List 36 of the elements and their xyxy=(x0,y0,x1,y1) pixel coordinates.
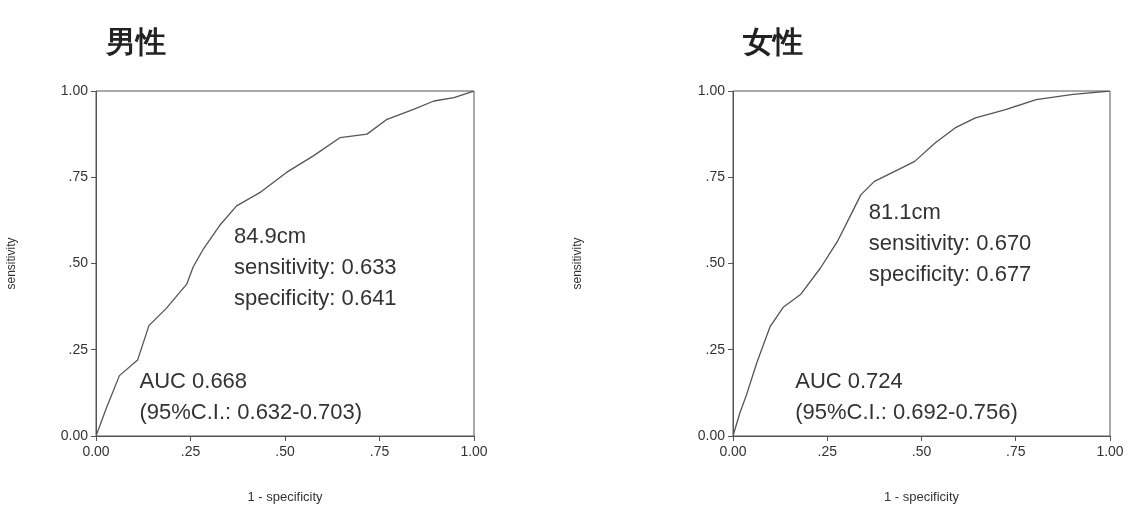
x-tick-label: .25 xyxy=(180,443,201,460)
y-tick-label: .25 xyxy=(705,340,726,357)
x-tick-label: 1.00 xyxy=(1096,443,1124,460)
y-tick-label: .50 xyxy=(68,254,89,271)
x-tick-label: 0.00 xyxy=(82,443,110,460)
y-tick-label: .75 xyxy=(705,168,726,185)
y-axis-title: sensitivity xyxy=(3,237,18,290)
annotation: specificity: 0.641 xyxy=(233,284,397,310)
x-axis-title: 1 - specificity xyxy=(883,488,960,504)
y-tick-label: .50 xyxy=(705,254,726,271)
annotation: AUC 0.724 xyxy=(795,367,903,393)
y-tick-label: 1.00 xyxy=(60,81,89,98)
x-tick-label: .50 xyxy=(275,443,295,460)
y-tick-label: .75 xyxy=(68,168,89,185)
y-tick-label: 0.00 xyxy=(60,426,89,443)
annotation: sensitivity: 0.633 xyxy=(233,253,397,279)
y-tick-label: 1.00 xyxy=(697,81,726,98)
x-tick-label: 1.00 xyxy=(460,443,488,460)
y-axis-title: sensitivity xyxy=(569,237,584,290)
x-tick-label: 0.00 xyxy=(719,443,747,460)
annotation: 84.9cm xyxy=(233,222,307,248)
chart-title: 男性 xyxy=(105,24,166,59)
y-tick-label: 0.00 xyxy=(697,426,726,443)
x-tick-label: .75 xyxy=(369,443,390,460)
annotation: sensitivity: 0.670 xyxy=(868,229,1032,255)
chart-title: 女性 xyxy=(742,24,803,59)
x-tick-label: .75 xyxy=(1006,443,1026,460)
annotation: specificity: 0.677 xyxy=(868,260,1032,286)
annotation: (95%C.I.: 0.632-0.703) xyxy=(139,398,363,424)
annotation: AUC 0.668 xyxy=(139,367,248,393)
annotation: (95%C.I.: 0.692-0.756) xyxy=(795,398,1018,424)
x-tick-label: .50 xyxy=(911,443,932,460)
x-tick-label: .25 xyxy=(817,443,838,460)
annotation: 81.1cm xyxy=(868,198,941,224)
x-axis-title: 1 - specificity xyxy=(247,488,324,504)
y-tick-label: .25 xyxy=(68,340,89,357)
